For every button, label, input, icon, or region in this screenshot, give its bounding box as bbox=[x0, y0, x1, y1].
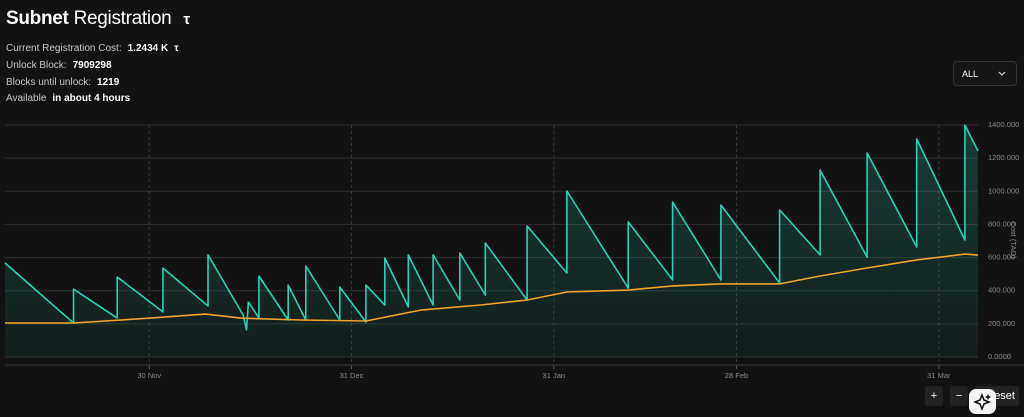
x-tick-label: 28 Feb bbox=[725, 371, 748, 380]
chevron bbox=[998, 71, 1006, 76]
x-tick-label: 31 Mar bbox=[927, 371, 951, 380]
y-tick-label: 1200.000 bbox=[988, 153, 1019, 162]
zoom-out-button[interactable]: − bbox=[950, 386, 968, 406]
title-rest: Registration bbox=[73, 8, 172, 29]
stat-label: Available bbox=[6, 93, 47, 104]
y-tick-label: 1000.000 bbox=[988, 186, 1019, 195]
stat-value: in about 4 hours bbox=[52, 93, 131, 104]
range-dropdown[interactable]: ALL bbox=[953, 61, 1017, 86]
x-tick-label: 30 Nov bbox=[137, 371, 161, 380]
y-tick-label: 0.0000 bbox=[988, 352, 1011, 361]
range-label: ALL bbox=[962, 69, 979, 79]
series-line bbox=[4, 124, 979, 331]
assistant-button[interactable] bbox=[969, 389, 996, 414]
y-tick-label: 800.000 bbox=[988, 219, 1015, 228]
stat-row: Unlock Block: 7909298 bbox=[6, 60, 112, 71]
stat-value: 1.2434 K bbox=[127, 43, 169, 54]
stat-label: Unlock Block: bbox=[6, 60, 67, 71]
y-tick-label: 200.000 bbox=[988, 319, 1015, 328]
y-axis-title: Cost (TAO) bbox=[1009, 221, 1018, 259]
title-bold: Subnet bbox=[6, 8, 69, 29]
x-tick-label: 31 Jan bbox=[543, 371, 566, 380]
stat-value: 1219 bbox=[97, 77, 120, 88]
sparkle-icon bbox=[972, 392, 992, 412]
y-tick-label: 1400.000 bbox=[988, 120, 1019, 129]
zoom-in-button[interactable]: + bbox=[925, 386, 943, 406]
area-fill bbox=[5, 125, 978, 357]
stat-unit: τ bbox=[174, 43, 179, 54]
y-tick-label: 600.000 bbox=[988, 253, 1015, 262]
y-tick-label: 400.000 bbox=[988, 286, 1015, 295]
stat-value: 7909298 bbox=[72, 60, 112, 71]
stat-row: Blocks until unlock: 1219 bbox=[6, 77, 119, 88]
title-symbol: τ bbox=[183, 11, 190, 28]
stat-row: Available in about 4 hours bbox=[6, 93, 130, 104]
x-tick-label: 31 Dec bbox=[340, 371, 364, 380]
stat-label: Current Registration Cost: bbox=[6, 43, 122, 54]
stat-row: Current Registration Cost: 1.2434 K τ bbox=[6, 43, 179, 54]
series-line bbox=[5, 253, 979, 324]
plot bbox=[4, 124, 979, 357]
stat-label: Blocks until unlock: bbox=[6, 77, 92, 88]
title: Subnet Registration τ bbox=[6, 8, 190, 30]
